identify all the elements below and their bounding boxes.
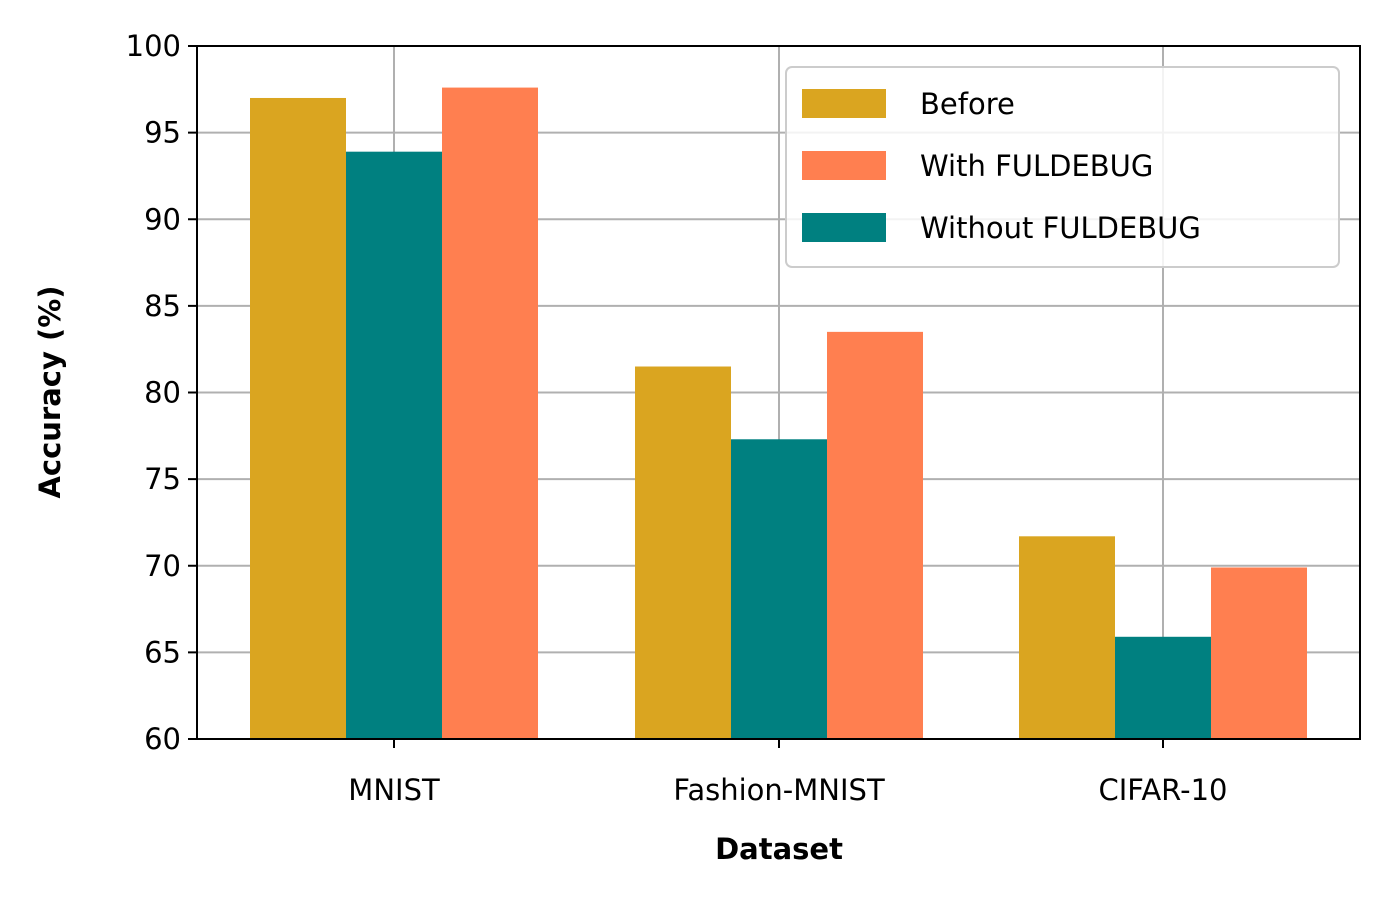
bar-before-mnist [250, 97, 346, 740]
legend-swatch [802, 213, 886, 242]
y-tick-label: 80 [144, 376, 181, 410]
y-tick-label: 75 [144, 462, 181, 496]
legend-label: With FULDEBUG [920, 149, 1153, 183]
x-tick-label: Fashion-MNIST [673, 773, 885, 807]
y-tick-label: 90 [144, 202, 181, 236]
legend-box [785, 66, 1340, 268]
bar-without-fuldebug-fashion-mnist [731, 439, 827, 739]
y-tick-label: 60 [144, 722, 181, 756]
y-axis: 60 65 70 75 80 85 90 95 100 [126, 29, 197, 756]
bar-without-fuldebug-cifar-10 [1115, 636, 1211, 739]
bars [250, 87, 1307, 740]
legend-label: Without FULDEBUG [920, 211, 1201, 245]
y-tick-label: 85 [144, 289, 181, 323]
bar-with-fuldebug-fashion-mnist [827, 331, 923, 739]
legend-swatch [802, 89, 886, 118]
bar-before-fashion-mnist [635, 366, 731, 739]
x-tick-label: CIFAR-10 [1099, 773, 1228, 807]
y-axis-title: Accuracy (%) [33, 285, 67, 498]
legend-label: Before [920, 87, 1015, 121]
legend-swatch [802, 151, 886, 180]
y-tick-label: 70 [144, 549, 181, 583]
x-axis-title: Dataset [715, 832, 843, 866]
bar-before-cifar-10 [1019, 536, 1115, 739]
bar-without-fuldebug-mnist [346, 151, 442, 739]
x-axis: MNIST Fashion-MNIST CIFAR-10 [348, 739, 1228, 807]
y-tick-label: 95 [144, 116, 181, 150]
bar-with-fuldebug-cifar-10 [1211, 567, 1307, 739]
legend: Before With FULDEBUG Without FULDEBUG [785, 66, 1340, 268]
y-tick-label: 100 [126, 29, 181, 63]
x-tick-label: MNIST [348, 773, 440, 807]
y-tick-label: 65 [144, 635, 181, 669]
bar-with-fuldebug-mnist [442, 87, 538, 739]
